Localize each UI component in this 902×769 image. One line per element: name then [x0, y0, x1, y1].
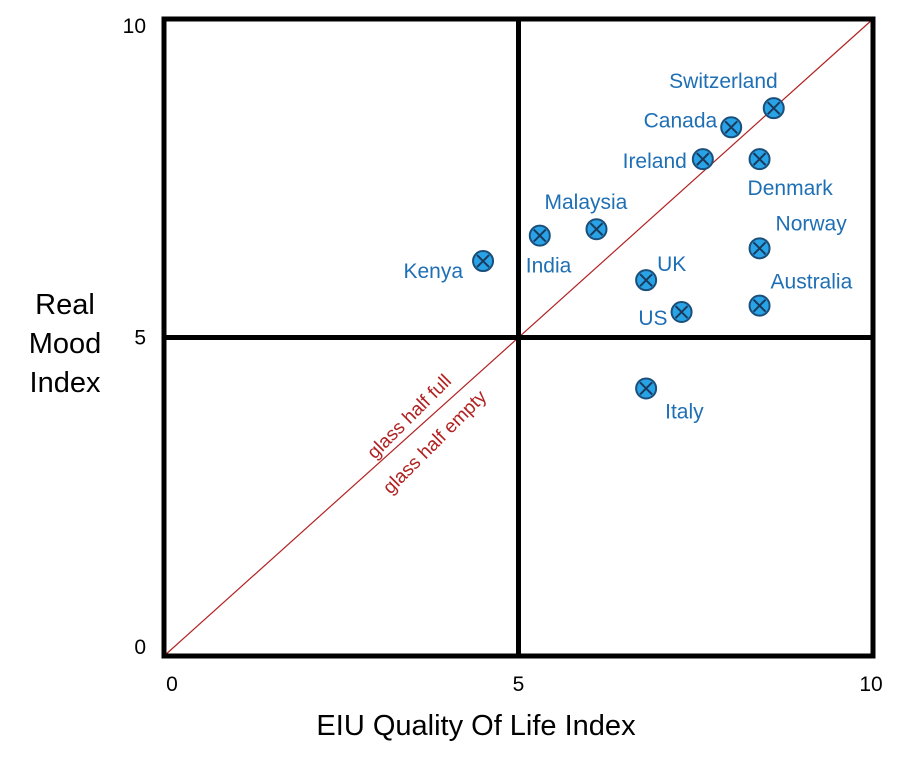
point-cross: [589, 222, 604, 236]
y-axis-label: Real Mood Index: [10, 286, 120, 403]
x-tick-label: 10: [859, 673, 882, 696]
y-tick-label: 10: [123, 15, 146, 38]
x-tick-label: 0: [166, 673, 178, 696]
y-tick-label: 5: [134, 327, 146, 350]
point-australia: Australia: [748, 271, 853, 317]
point-label-denmark: Denmark: [748, 177, 834, 200]
y-axis-label-line-1: Real: [35, 289, 95, 321]
point-label-norway: Norway: [776, 212, 848, 235]
point-label-ireland: Ireland: [623, 150, 687, 173]
point-cross: [752, 241, 767, 256]
point-cross: [752, 152, 767, 166]
point-cross: [533, 228, 547, 243]
point-cross: [639, 273, 653, 287]
point-cross: [752, 298, 767, 313]
point-cross: [767, 101, 781, 115]
x-tick-label: 5: [513, 673, 525, 696]
point-label-india: India: [526, 255, 572, 278]
point-india: India: [526, 224, 572, 278]
y-axis-label-line-2: Mood: [28, 328, 102, 360]
point-label-italy: Italy: [665, 400, 704, 423]
point-canada: Canada: [644, 109, 743, 139]
point-label-canada: Canada: [644, 109, 718, 132]
point-label-kenya: Kenya: [404, 260, 464, 283]
y-tick-label: 0: [134, 636, 146, 659]
point-label-switzerland: Switzerland: [669, 70, 778, 93]
point-cross: [724, 120, 738, 134]
point-cross: [476, 254, 490, 268]
point-uk: UK: [635, 253, 686, 292]
point-norway: Norway: [748, 212, 848, 260]
point-label-uk: UK: [657, 253, 686, 276]
point-label-us: US: [638, 307, 667, 330]
point-italy: Italy: [635, 377, 704, 423]
point-label-malaysia: Malaysia: [544, 191, 627, 214]
point-malaysia: Malaysia: [544, 191, 628, 241]
point-cross: [674, 305, 689, 319]
x-axis-label: EIU Quality Of Life Index: [316, 710, 636, 742]
point-cross: [696, 152, 710, 166]
y-axis-label-line-3: Index: [29, 367, 101, 399]
point-denmark: Denmark: [748, 148, 834, 200]
point-cross: [639, 381, 653, 396]
point-label-australia: Australia: [771, 271, 853, 294]
point-kenya: Kenya: [404, 250, 495, 283]
point-switzerland: Switzerland: [669, 70, 785, 120]
point-us: US: [638, 301, 693, 330]
point-ireland: Ireland: [623, 148, 714, 173]
